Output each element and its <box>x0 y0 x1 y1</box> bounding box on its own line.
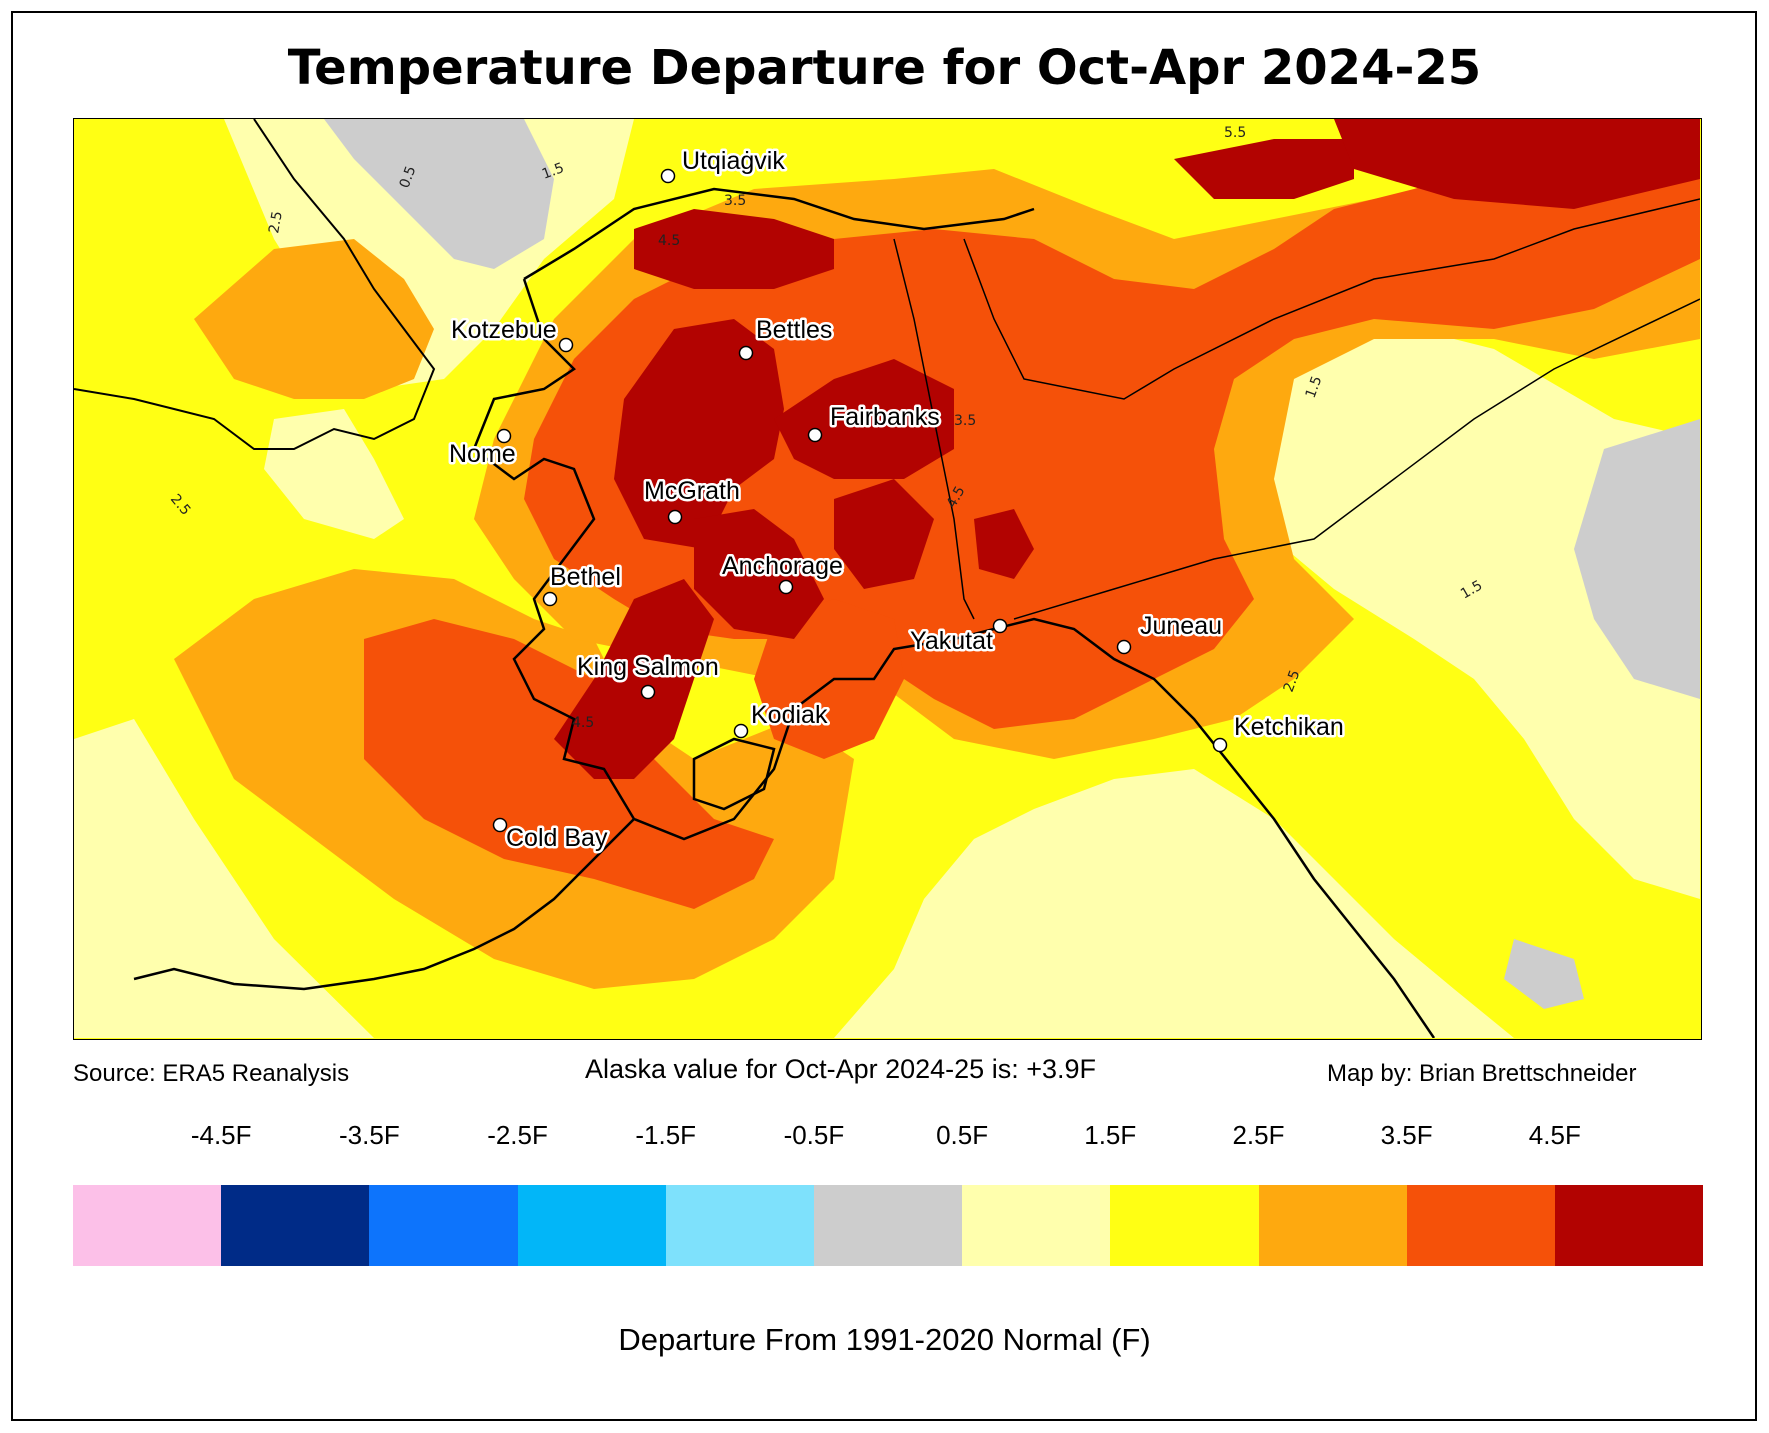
city-juneau: Juneau <box>1116 610 1225 655</box>
band-above-4-5-interior-west <box>614 319 784 549</box>
contour-label: 2.5 <box>266 210 286 235</box>
colorbar-tick-label: 0.5F <box>936 1120 989 1150</box>
svg-text:Juneau: Juneau <box>1140 612 1222 640</box>
band-0-5-to-1-5-sw <box>74 719 374 1038</box>
svg-text:Utqiaġvik: Utqiaġvik <box>682 147 785 175</box>
contour-label: 0.5 <box>397 164 420 190</box>
colorbar-label: Departure From 1991-2020 Normal (F) <box>618 1322 1151 1357</box>
colorbar-swatch <box>1406 1185 1555 1266</box>
colorbar-swatch <box>1258 1185 1407 1266</box>
city-king-salmon: King Salmon <box>575 651 721 700</box>
alaska-value-text: Alaska value for Oct-Apr 2024-25 is: +3.… <box>585 1054 1096 1084</box>
band-above-4-5-interior-east <box>774 359 954 479</box>
city-fairbanks: Fairbanks <box>807 401 942 443</box>
colorbar-tick-label: -1.5F <box>635 1120 697 1150</box>
canada-border <box>893 238 975 620</box>
colorbar-swatch <box>1110 1185 1259 1266</box>
svg-text:Kotzebue: Kotzebue <box>451 316 557 344</box>
colorbar-swatch <box>962 1185 1111 1266</box>
colorbar-tick-label: -4.5F <box>190 1120 252 1150</box>
contour-label: 3.5 <box>954 413 976 429</box>
band-above-4-5-sw <box>554 579 714 779</box>
band-2-5-to-3-5-chukotka <box>194 239 434 399</box>
city-cold-bay: Cold Bay <box>492 817 610 855</box>
contour-label: 1.5 <box>1303 374 1326 400</box>
colorbar-tick-label: -3.5F <box>339 1120 400 1150</box>
band-neg-0-5-to-0-5-nw <box>324 119 554 269</box>
colorbar <box>73 1185 1704 1266</box>
contour-label: 1.5 <box>540 160 566 183</box>
contour-label: 5.5 <box>1224 125 1246 141</box>
colorbar-swatch <box>221 1185 370 1266</box>
figure-frame <box>11 11 1757 1421</box>
city-anchorage: Anchorage <box>720 550 845 595</box>
city-yakutat: Yakutat <box>908 618 1008 658</box>
city-ketchikan: Ketchikan <box>1212 711 1346 753</box>
band-0-5-to-1-5-east <box>1254 319 1700 899</box>
colorbar-tick-label: 1.5F <box>1084 1120 1137 1150</box>
colorbar-swatch <box>517 1185 666 1266</box>
city-kotzebue: Kotzebue <box>449 314 574 353</box>
colorbar-swatch <box>1554 1185 1704 1266</box>
band-0-5-to-1-5-gulf <box>834 769 1514 1038</box>
band-above-4-5-central <box>694 509 824 639</box>
svg-text:Kodiak: Kodiak <box>751 701 828 729</box>
svg-text:Ketchikan: Ketchikan <box>1234 713 1344 741</box>
band-neg-0-5-to-0-5-se <box>1504 939 1584 1009</box>
city-utqiagvik: Utqiaġvik <box>660 145 788 184</box>
colorbar-tick-label: 3.5F <box>1380 1120 1433 1150</box>
svg-text:Nome: Nome <box>449 440 516 468</box>
svg-text:Yakutat: Yakutat <box>910 627 993 655</box>
band-3-5-to-4-5-main <box>524 139 1700 729</box>
source-credit: Source: ERA5 Reanalysis <box>73 1060 350 1087</box>
colorbar-swatch <box>369 1185 518 1266</box>
colorbar-tick-label: 2.5F <box>1232 1120 1285 1150</box>
contour-label: 4.5 <box>572 715 594 731</box>
nwt-border <box>963 198 1700 400</box>
colorbar-tick-label: -0.5F <box>783 1120 845 1150</box>
svg-text:King Salmon: King Salmon <box>577 653 719 681</box>
colorbar-swatch <box>73 1185 222 1266</box>
kodiak-island <box>692 737 776 811</box>
city-mcgrath: McGrath <box>642 475 742 525</box>
band-above-4-5-north-slope <box>634 209 834 289</box>
svg-text:Bettles: Bettles <box>756 316 832 344</box>
band-above-4-5-yukon-ne <box>1174 139 1354 199</box>
band-neg-0-5-to-0-5-east <box>1574 419 1700 699</box>
svg-text:Fairbanks: Fairbanks <box>830 403 940 431</box>
contour-label: 3.5 <box>724 193 746 209</box>
bc-border <box>1013 298 1700 620</box>
svg-text:Cold Bay: Cold Bay <box>506 824 608 852</box>
svg-text:Anchorage: Anchorage <box>722 552 843 580</box>
svg-text:Bethel: Bethel <box>550 563 621 591</box>
contour-label: 2.5 <box>1281 668 1304 694</box>
map-title: Temperature Departure for Oct-Apr 2024-2… <box>287 40 1482 96</box>
temperature-departure-map: Utqiaġvik Kotzebue Bettles Nome Fairbank… <box>73 118 1702 1040</box>
city-kodiak: Kodiak <box>733 699 830 739</box>
chukotka-coast <box>74 119 436 450</box>
band-3-5-to-4-5-sw <box>364 619 774 909</box>
band-0-5-to-1-5-chukotka <box>264 409 404 539</box>
city-bethel: Bethel <box>542 561 623 607</box>
contour-label: 4.5 <box>658 233 680 249</box>
city-nome: Nome <box>447 428 518 471</box>
svg-text:McGrath: McGrath <box>644 477 740 505</box>
band-above-4-5-far-ne <box>1334 119 1700 209</box>
colorbar-tick-label: 4.5F <box>1528 1120 1581 1150</box>
author-credit: Map by: Brian Brettschneider <box>1327 1060 1637 1087</box>
colorbar-swatch <box>813 1185 963 1266</box>
coastline <box>133 187 1436 1038</box>
band-above-4-5-yukon <box>974 509 1034 579</box>
band-above-4-5-tanana <box>834 479 934 589</box>
colorbar-tick-label: -2.5F <box>487 1120 548 1150</box>
city-bettles: Bettles <box>738 314 835 361</box>
colorbar-swatch <box>665 1185 814 1266</box>
